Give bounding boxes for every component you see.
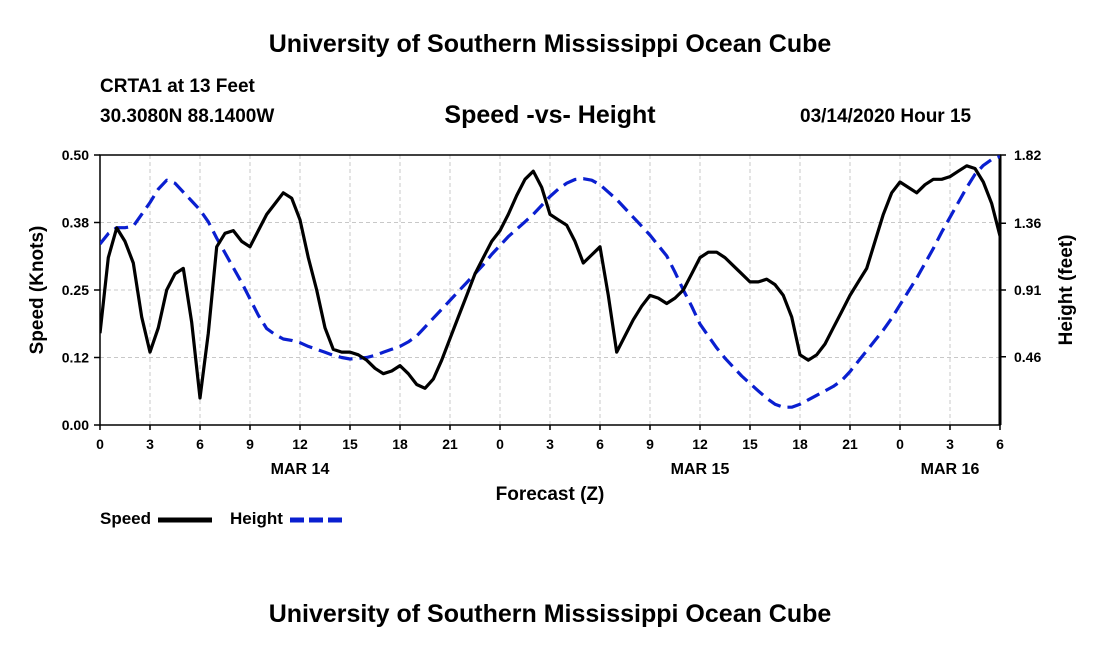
x-tick-label: 6 xyxy=(196,436,204,452)
x-tick-label: 6 xyxy=(596,436,604,452)
left-y-tick-label: 0.00 xyxy=(62,417,89,433)
x-date-label: MAR 14 xyxy=(271,461,330,478)
left-y-tick-label: 0.12 xyxy=(62,350,89,366)
left-y-tick-label: 0.50 xyxy=(62,147,89,163)
x-tick-label: 15 xyxy=(342,436,358,452)
series-line-height xyxy=(100,154,1000,409)
x-tick-label: 0 xyxy=(896,436,904,452)
x-tick-label: 3 xyxy=(146,436,154,452)
x-tick-label: 18 xyxy=(392,436,408,452)
left-y-tick-label: 0.25 xyxy=(62,282,89,298)
legend-label-speed: Speed xyxy=(100,509,152,528)
x-tick-label: 12 xyxy=(292,436,308,452)
right-y-tick-label: 1.82 xyxy=(1014,147,1041,163)
left-y-tick-label: 0.38 xyxy=(62,215,89,231)
x-tick-label: 12 xyxy=(692,436,708,452)
x-tick-label: 9 xyxy=(246,436,254,452)
x-tick-label: 9 xyxy=(646,436,654,452)
x-tick-label: 3 xyxy=(546,436,554,452)
legend-label-height: Height xyxy=(230,509,283,528)
right-y-tick-label: 1.36 xyxy=(1014,215,1041,231)
x-tick-label: 6 xyxy=(996,436,1004,452)
x-date-label: MAR 16 xyxy=(921,461,980,478)
x-tick-label: 3 xyxy=(946,436,954,452)
station-coords: 30.3080N 88.1400W xyxy=(100,106,275,127)
x-date-label: MAR 15 xyxy=(671,461,730,478)
right-y-tick-label: 0.91 xyxy=(1014,282,1041,298)
series-line-speed xyxy=(100,164,1000,400)
station-name: CRTA1 at 13 Feet xyxy=(100,76,255,97)
x-tick-label: 0 xyxy=(96,436,104,452)
header-title: University of Southern Mississippi Ocean… xyxy=(268,30,832,58)
right-y-tick-label: 0.46 xyxy=(1014,349,1041,365)
x-tick-label: 21 xyxy=(842,436,858,452)
right-axis-title: Height (feet) xyxy=(1056,235,1077,346)
x-tick-label: 18 xyxy=(792,436,808,452)
footer-title: University of Southern Mississippi Ocean… xyxy=(268,600,832,628)
left-axis-title: Speed (Knots) xyxy=(27,226,48,355)
x-tick-label: 15 xyxy=(742,436,758,452)
x-axis-title: Forecast (Z) xyxy=(496,484,605,505)
chart-timestamp: 03/14/2020 Hour 15 xyxy=(800,106,972,127)
chart-title: Speed -vs- Height xyxy=(444,101,656,129)
x-tick-label: 21 xyxy=(442,436,458,452)
x-tick-label: 0 xyxy=(496,436,504,452)
